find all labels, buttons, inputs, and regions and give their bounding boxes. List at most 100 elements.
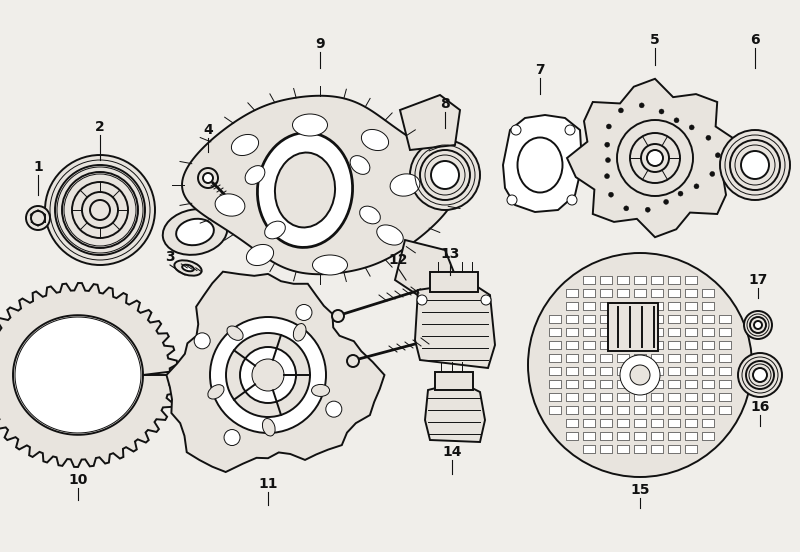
Text: 2: 2 [95,120,105,134]
Bar [685,445,697,453]
Ellipse shape [275,152,335,227]
Circle shape [431,161,459,189]
Bar [685,276,697,284]
Bar [583,354,595,362]
Circle shape [647,150,663,166]
Text: 5: 5 [650,33,660,47]
Circle shape [753,368,767,382]
Bar [634,393,646,401]
Circle shape [605,174,610,179]
Bar [685,393,697,401]
Bar [702,328,714,336]
Circle shape [750,317,766,333]
Bar [668,315,680,323]
Bar [668,380,680,388]
Bar [634,432,646,440]
Circle shape [741,151,769,179]
Text: 15: 15 [630,483,650,497]
Bar [719,367,731,375]
Bar [617,302,629,310]
Circle shape [738,353,782,397]
Ellipse shape [215,194,245,216]
Bar [668,445,680,453]
Circle shape [198,168,218,188]
Bar [702,380,714,388]
Ellipse shape [362,130,389,151]
Bar [651,302,663,310]
Text: 3: 3 [165,250,175,264]
Circle shape [689,125,694,130]
Circle shape [481,295,491,305]
Polygon shape [400,95,460,150]
Bar [634,276,646,284]
Bar [617,445,629,453]
Bar [600,367,612,375]
Bar [566,289,578,297]
Ellipse shape [231,135,258,156]
Bar [617,406,629,414]
Bar [719,328,731,336]
Ellipse shape [227,326,243,341]
Bar [651,354,663,362]
Bar [668,367,680,375]
Bar [583,289,595,297]
Circle shape [226,333,310,417]
Bar [719,354,731,362]
Bar [634,289,646,297]
Circle shape [347,355,359,367]
Bar [617,328,629,336]
Circle shape [617,120,693,196]
Bar [719,341,731,349]
Circle shape [420,150,470,200]
Circle shape [620,355,660,395]
Circle shape [240,347,296,403]
Bar [651,341,663,349]
Bar [600,315,612,323]
Bar [634,445,646,453]
Circle shape [567,195,577,205]
Text: 13: 13 [440,247,460,261]
Circle shape [678,191,683,196]
Bar [566,432,578,440]
Bar [566,380,578,388]
Bar [583,276,595,284]
Bar [566,354,578,362]
Ellipse shape [208,385,224,399]
Bar [702,406,714,414]
Bar [634,419,646,427]
Bar [617,341,629,349]
Text: 9: 9 [315,37,325,51]
Bar [668,341,680,349]
Bar [583,367,595,375]
Circle shape [720,130,790,200]
Text: 11: 11 [258,477,278,491]
Bar [566,406,578,414]
Bar [600,432,612,440]
Bar [702,367,714,375]
Bar [702,289,714,297]
Circle shape [194,333,210,349]
Bar [702,419,714,427]
Bar [651,328,663,336]
Ellipse shape [518,137,562,193]
Ellipse shape [182,265,194,271]
Text: 1: 1 [33,160,43,174]
Circle shape [663,199,669,204]
Ellipse shape [262,418,275,436]
Bar [634,354,646,362]
Ellipse shape [246,245,274,266]
Bar [600,276,612,284]
Bar [634,406,646,414]
Bar [651,445,663,453]
Bar [600,302,612,310]
Polygon shape [425,382,485,442]
Bar [583,341,595,349]
Bar [549,380,561,388]
Text: 4: 4 [203,123,213,137]
Circle shape [31,211,45,225]
Circle shape [659,109,664,114]
Bar [668,432,680,440]
Circle shape [45,155,155,265]
Text: 10: 10 [68,473,88,487]
Bar [566,315,578,323]
